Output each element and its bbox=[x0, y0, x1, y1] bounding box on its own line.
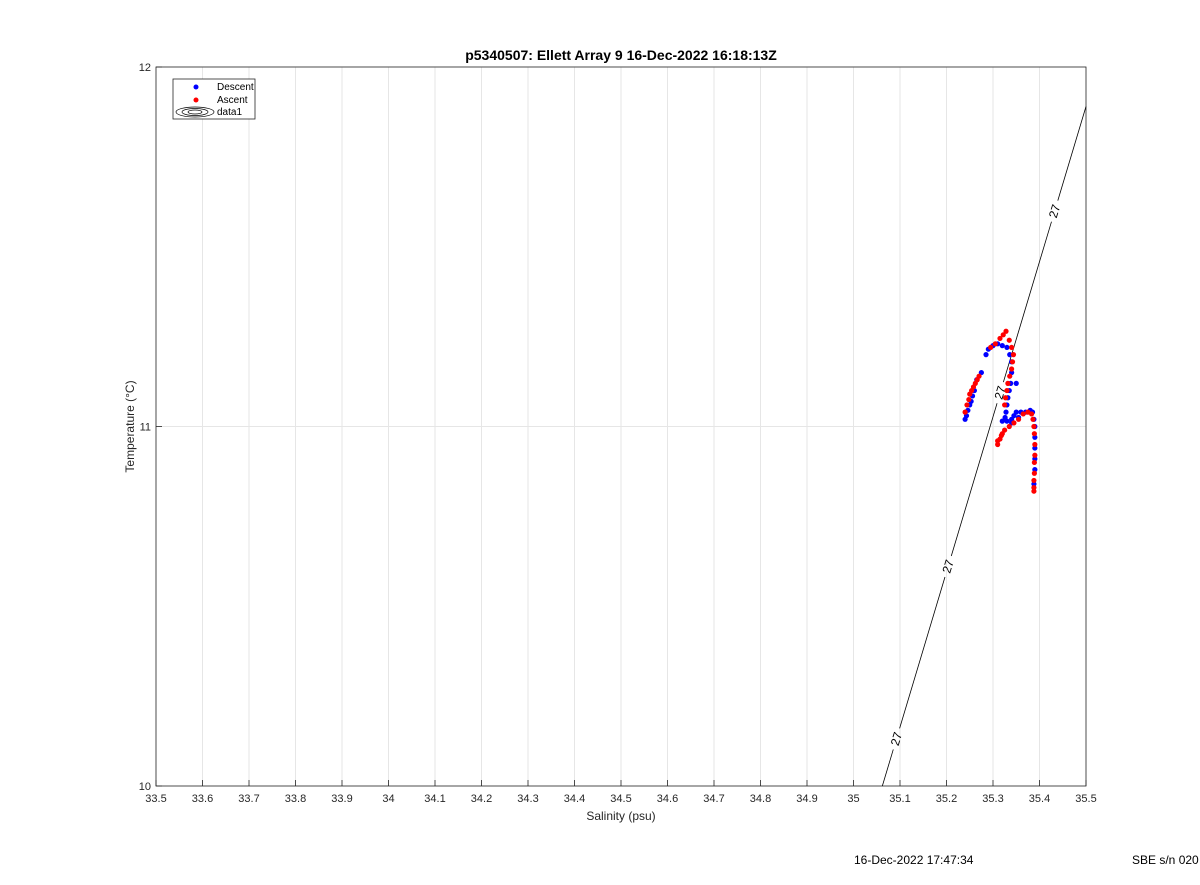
point-ascent bbox=[964, 402, 970, 408]
y-axis-label: Temperature (°C) bbox=[123, 380, 137, 472]
point-ascent bbox=[976, 373, 982, 379]
contour-segment bbox=[1002, 221, 1052, 383]
point-ascent bbox=[997, 335, 1003, 342]
point-ascent bbox=[988, 344, 994, 351]
point-ascent bbox=[1009, 366, 1015, 372]
x-tick-label: 34.1 bbox=[424, 793, 445, 805]
point-ascent bbox=[992, 341, 998, 347]
contour-label: 27 bbox=[888, 730, 905, 747]
x-tick-label: 35.4 bbox=[1029, 793, 1050, 805]
point-descent bbox=[1013, 380, 1019, 386]
point-ascent bbox=[1031, 431, 1037, 437]
point-ascent bbox=[1011, 420, 1017, 426]
legend-marker-contour bbox=[175, 106, 215, 118]
point-descent bbox=[1007, 352, 1013, 358]
point-ascent bbox=[995, 438, 1001, 444]
point-ascent bbox=[1031, 485, 1037, 491]
point-descent bbox=[1013, 409, 1019, 415]
x-tick-label: 35 bbox=[847, 793, 859, 805]
footer-serial: SBE s/n 020 bbox=[1132, 853, 1199, 867]
x-tick-label: 34.8 bbox=[750, 793, 771, 805]
contour-segment bbox=[950, 403, 998, 557]
point-ascent bbox=[1031, 477, 1037, 484]
x-tick-label: 34.7 bbox=[703, 793, 724, 805]
point-ascent bbox=[1006, 423, 1012, 430]
x-tick-label: 34.5 bbox=[610, 793, 631, 805]
point-ascent bbox=[1006, 337, 1012, 343]
legend-label-contour: data1 bbox=[217, 107, 242, 118]
point-ascent bbox=[1007, 373, 1013, 379]
legend-marker-descent bbox=[193, 84, 199, 90]
x-tick-label: 34.3 bbox=[517, 793, 538, 805]
point-ascent bbox=[1009, 359, 1016, 365]
x-tick-label: 34 bbox=[382, 793, 394, 805]
point-ascent bbox=[966, 396, 972, 403]
grid bbox=[155, 66, 1087, 787]
point-ascent bbox=[1031, 488, 1037, 494]
x-tick-label: 35.1 bbox=[889, 793, 910, 805]
y-tick-label: 12 bbox=[139, 62, 151, 74]
point-ascent bbox=[1020, 411, 1026, 417]
x-tick-label: 35.2 bbox=[936, 793, 957, 805]
x-axis-label: Salinity (psu) bbox=[586, 809, 655, 823]
point-descent bbox=[1004, 418, 1010, 424]
point-ascent bbox=[1028, 411, 1035, 417]
point-ascent bbox=[1032, 452, 1038, 458]
legend-label-ascent: Ascent bbox=[217, 95, 248, 106]
point-ascent bbox=[962, 409, 968, 415]
point-ascent bbox=[1003, 328, 1009, 334]
point-descent bbox=[999, 343, 1005, 349]
point-ascent bbox=[1004, 387, 1010, 394]
point-ascent bbox=[998, 432, 1004, 439]
point-ascent bbox=[1015, 416, 1022, 422]
x-tick-label: 33.8 bbox=[285, 793, 306, 805]
legend-label-descent: Descent bbox=[217, 82, 254, 93]
contour-segment bbox=[1057, 106, 1087, 201]
point-ascent bbox=[1005, 380, 1011, 386]
point-ascent bbox=[1002, 395, 1009, 401]
point-ascent bbox=[1031, 470, 1037, 476]
point-descent bbox=[1032, 445, 1038, 451]
point-ascent bbox=[1031, 459, 1037, 466]
legend-marker-ascent bbox=[193, 97, 199, 103]
footer-timestamp: 16-Dec-2022 17:47:34 bbox=[854, 853, 974, 867]
x-tick-label: 33.6 bbox=[192, 793, 213, 805]
x-tick-label: 33.9 bbox=[331, 793, 352, 805]
point-ascent bbox=[1002, 427, 1008, 433]
x-tick-label: 35.3 bbox=[982, 793, 1003, 805]
point-descent bbox=[983, 352, 989, 358]
contour-label: 27 bbox=[1046, 202, 1063, 219]
contour-segment bbox=[899, 576, 946, 729]
point-ascent bbox=[1010, 352, 1017, 358]
x-tick-label: 34.2 bbox=[471, 793, 492, 805]
x-tick-label: 34.6 bbox=[657, 793, 678, 805]
x-tick-label: 34.9 bbox=[796, 793, 817, 805]
data-points bbox=[962, 328, 1038, 494]
y-tick-label: 10 bbox=[139, 781, 151, 793]
x-tick-label: 33.7 bbox=[238, 793, 259, 805]
point-descent bbox=[1031, 481, 1037, 487]
x-tick-label: 34.4 bbox=[564, 793, 585, 805]
point-ascent bbox=[1002, 402, 1008, 408]
point-descent bbox=[999, 418, 1005, 424]
point-ascent bbox=[1000, 332, 1006, 338]
contour-segment bbox=[881, 749, 894, 787]
x-tick-label: 35.5 bbox=[1075, 793, 1096, 805]
point-descent bbox=[1003, 409, 1009, 415]
point-ascent bbox=[1031, 423, 1037, 430]
legend: Descent Ascent data1 bbox=[172, 78, 256, 120]
x-tick-label: 33.5 bbox=[145, 793, 166, 805]
chart-title: p5340507: Ellett Array 9 16-Dec-2022 16:… bbox=[465, 47, 777, 63]
point-ascent bbox=[1030, 416, 1036, 422]
point-ascent bbox=[1032, 441, 1038, 448]
contour-label: 27 bbox=[940, 558, 957, 575]
point-descent bbox=[1004, 344, 1010, 351]
point-ascent bbox=[1009, 344, 1015, 351]
y-tick-label: 11 bbox=[140, 422, 151, 434]
axis-ticks: 33.5 33.6 33.7 33.8 33.9 34 34.1 34.2 34.3 34.4 34… bbox=[139, 62, 1097, 805]
point-ascent bbox=[995, 441, 1001, 448]
